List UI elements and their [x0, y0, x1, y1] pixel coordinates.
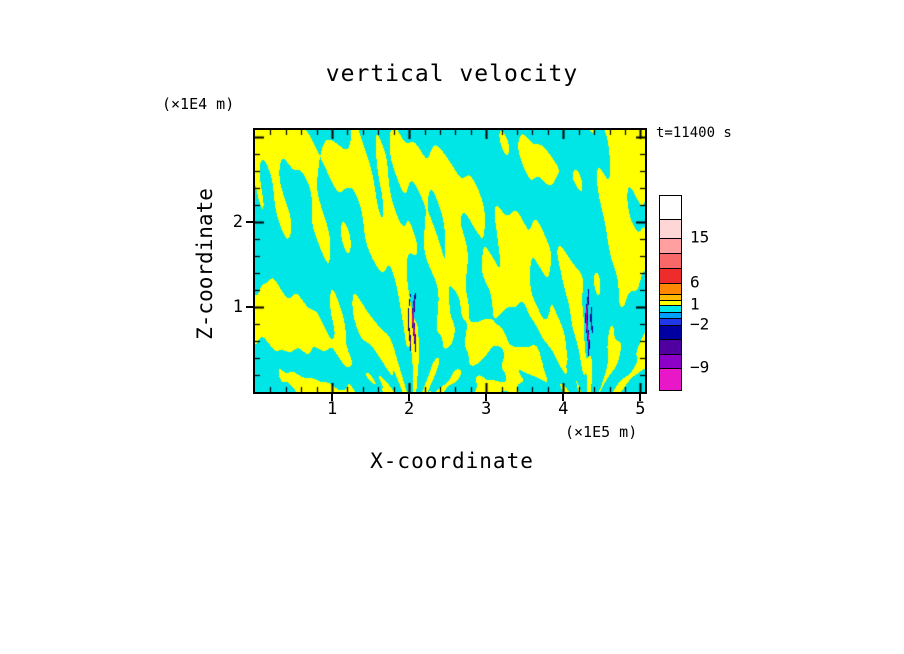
x-axis-unit-label: (×1E5 m)	[565, 423, 638, 441]
colorbar-segment	[660, 339, 681, 354]
x-axis-tick	[485, 394, 488, 401]
x-axis-label: X-coordinate	[370, 449, 534, 473]
colorbar-segment	[660, 253, 681, 269]
colorbar-segment	[660, 318, 681, 325]
colorbar-segment	[660, 367, 681, 390]
colorbar-segment	[660, 299, 681, 305]
colorbar-segment	[660, 196, 681, 220]
z-axis-tick	[246, 220, 253, 223]
x-tick-label: 4	[558, 399, 569, 419]
timestamp-label: t=11400 s	[656, 125, 732, 141]
plot-area	[253, 128, 647, 394]
colorbar-segment	[660, 353, 681, 368]
colorbar-tick-label: 15	[690, 227, 710, 247]
colorbar-tick-label: −9	[690, 357, 710, 377]
colorbar-segment	[660, 282, 681, 295]
x-axis-tick	[408, 394, 411, 401]
z-axis-label: Z-coordinate	[193, 188, 217, 340]
x-tick-label: 1	[326, 399, 338, 419]
chart-title: vertical velocity	[325, 61, 579, 87]
x-axis-tick	[331, 394, 334, 401]
colorbar-segment	[660, 219, 681, 238]
x-tick-label: 5	[635, 399, 646, 419]
colorbar-tick-label: 1	[690, 294, 700, 314]
x-tick-label: 3	[481, 399, 492, 419]
x-axis-tick	[562, 394, 565, 401]
colorbar-segment	[660, 294, 681, 300]
velocity-field-canvas	[255, 130, 645, 392]
x-tick-label: 2	[404, 399, 415, 419]
z-axis-tick	[246, 305, 253, 308]
colorbar-segment	[660, 311, 681, 319]
x-axis-tick	[639, 394, 642, 401]
colorbar	[659, 195, 682, 391]
colorbar-segment	[660, 237, 681, 253]
colorbar-tick-label: 6	[690, 272, 700, 292]
z-axis-unit-label: (×1E4 m)	[162, 95, 235, 113]
colorbar-segment	[660, 304, 681, 312]
colorbar-segment	[660, 268, 681, 283]
z-tick-label: 1	[232, 296, 243, 317]
colorbar-labels: 15 6 1 −2 −9	[690, 195, 736, 391]
z-tick-label: 2	[232, 211, 243, 232]
colorbar-tick-label: −2	[690, 314, 710, 334]
colorbar-segment	[660, 324, 681, 340]
